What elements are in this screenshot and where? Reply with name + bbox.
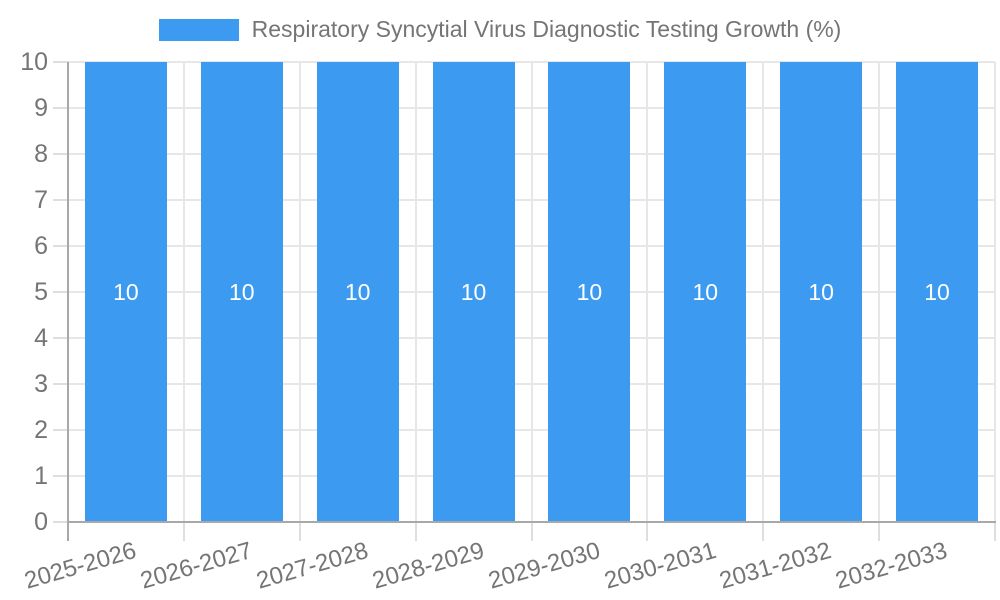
y-tick <box>53 521 68 523</box>
bar[interactable]: 10 <box>432 62 515 522</box>
x-axis-tick-label: 2031-2032 <box>716 537 835 595</box>
y-tick <box>53 475 68 477</box>
x-tick <box>646 522 649 541</box>
y-axis-tick-label: 7 <box>34 186 48 214</box>
y-axis-tick-label: 5 <box>34 278 48 306</box>
x-tick <box>762 522 765 541</box>
y-axis-tick-label: 2 <box>34 416 48 444</box>
y-tick <box>53 107 68 109</box>
bar[interactable]: 10 <box>896 62 979 522</box>
y-tick <box>53 61 68 63</box>
y-tick <box>53 429 68 431</box>
y-tick <box>53 383 68 385</box>
bar[interactable]: 10 <box>200 62 283 522</box>
bar[interactable]: 10 <box>664 62 747 522</box>
x-tick <box>298 522 301 541</box>
x-gridline <box>414 62 417 522</box>
bar[interactable]: 10 <box>316 62 399 522</box>
y-axis-tick-label: 3 <box>34 370 48 398</box>
x-tick <box>414 522 417 541</box>
x-axis-tick-label: 2027-2028 <box>253 537 372 595</box>
bar-value-label: 10 <box>113 278 139 305</box>
x-axis-tick-label: 2028-2029 <box>369 537 488 595</box>
y-axis-tick-label: 6 <box>34 232 48 260</box>
x-gridline <box>878 62 881 522</box>
x-axis-tick-label: 2025-2026 <box>21 537 140 595</box>
y-tick <box>53 199 68 201</box>
y-axis-line <box>67 62 69 541</box>
x-tick <box>994 522 996 541</box>
y-tick <box>53 245 68 247</box>
y-axis-tick-label: 0 <box>34 508 48 536</box>
legend-swatch <box>158 18 239 41</box>
x-tick <box>878 522 881 541</box>
bar[interactable]: 10 <box>84 62 167 522</box>
bar[interactable]: 10 <box>548 62 631 522</box>
bar[interactable]: 10 <box>780 62 863 522</box>
y-axis-tick-label: 9 <box>34 94 48 122</box>
bar-value-label: 10 <box>924 278 950 305</box>
legend-label: Respiratory Syncytial Virus Diagnostic T… <box>251 16 842 42</box>
y-tick <box>53 153 68 155</box>
bar-value-label: 10 <box>460 278 487 305</box>
bar-value-label: 10 <box>229 278 255 305</box>
y-axis-tick-label: 1 <box>34 462 48 490</box>
bar-value-label: 10 <box>808 278 834 305</box>
x-gridline <box>762 62 765 522</box>
x-gridline <box>994 62 996 522</box>
x-tick <box>530 522 533 541</box>
y-axis-tick-label: 8 <box>34 140 48 168</box>
y-axis-tick-label: 4 <box>34 324 48 352</box>
chart-legend[interactable]: Respiratory Syncytial Virus Diagnostic T… <box>0 16 1000 43</box>
x-axis-tick-label: 2032-2033 <box>832 537 951 595</box>
bar-value-label: 10 <box>576 278 603 305</box>
x-gridline <box>298 62 301 522</box>
x-gridline <box>646 62 649 522</box>
bar-value-label: 10 <box>344 278 371 305</box>
y-axis-tick-label: 10 <box>20 48 48 76</box>
y-tick <box>53 337 68 339</box>
x-tick <box>182 522 185 541</box>
x-axis-line <box>67 521 996 523</box>
x-gridline <box>530 62 533 522</box>
y-tick <box>53 291 68 293</box>
x-axis-tick-label: 2029-2030 <box>485 537 603 595</box>
bar-value-label: 10 <box>692 278 719 305</box>
x-axis-tick-label: 2030-2031 <box>600 537 719 595</box>
x-gridline <box>182 62 185 522</box>
x-axis-tick-label: 2026-2027 <box>137 537 256 595</box>
